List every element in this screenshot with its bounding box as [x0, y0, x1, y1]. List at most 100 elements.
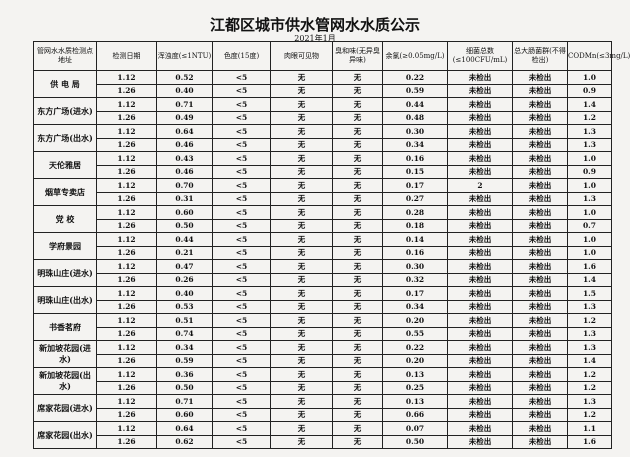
table-row: 1.26 0.74 <5 无无 0.55 未检出 未检出 1.3: [34, 326, 612, 341]
table-cell: 1.5: [567, 286, 612, 301]
table-cell: 无: [270, 259, 333, 274]
table-cell: <5: [212, 421, 271, 436]
table-row: 1.26 0.31 <5 无无 0.27 未检出 未检出 1.3: [34, 191, 612, 206]
table-cell: 1.4: [567, 353, 612, 368]
page-subtitle: 2021年1月: [294, 34, 336, 43]
table-cell: 1.4: [567, 97, 612, 112]
table-row: 书香茗府 1.12 0.51 <5 无无 0.20 未检出 未检出 1.2: [33, 313, 612, 341]
table-cell: <5: [212, 218, 271, 233]
table-cell: 0.31: [156, 191, 213, 206]
table-cell: 无: [332, 137, 383, 152]
table-cell: 0.28: [382, 205, 448, 220]
site-name: 明珠山庄(进水): [33, 259, 97, 287]
table-cell: 无: [332, 97, 383, 112]
table-cell: 未检出: [447, 313, 513, 328]
table-cell: <5: [212, 326, 271, 341]
table-cell: 0.7: [567, 218, 612, 233]
table-cell: 0.46: [156, 164, 213, 179]
table-cell: 0.14: [382, 232, 448, 247]
table-cell: 无: [332, 380, 383, 395]
table-cell: <5: [212, 286, 271, 301]
table-cell: 1.2: [567, 380, 612, 395]
column-header: 余氯(≥0.05mg/L): [382, 41, 448, 71]
table-row: 1.26 0.50 <5 无无 0.18 未检出 未检出 0.7: [34, 218, 612, 233]
table-cell: 未检出: [447, 367, 513, 382]
table-row: 党 校 1.12 0.60 <5 无无 0.28 未检出 未检出 1.0: [33, 205, 612, 233]
table-cell: 未检出: [447, 70, 513, 85]
table-cell: 未检出: [512, 205, 568, 220]
table-cell: 未检出: [512, 380, 568, 395]
table-cell: 未检出: [447, 191, 513, 206]
table-cell: 未检出: [512, 245, 568, 260]
table-cell: 1.1: [567, 421, 612, 436]
table-cell: 无: [270, 313, 333, 328]
table-cell: <5: [212, 164, 271, 179]
site-name: 明珠山庄(出水): [33, 286, 97, 314]
table-cell: 1.6: [567, 259, 612, 274]
table-cell: <5: [212, 353, 271, 368]
table-cell: 无: [270, 434, 333, 449]
table-cell: <5: [212, 313, 271, 328]
table-cell: <5: [212, 407, 271, 422]
table-cell: 1.0: [567, 178, 612, 193]
table-cell: 0.44: [156, 232, 213, 247]
table-cell: 未检出: [447, 232, 513, 247]
table-cell: 未检出: [512, 272, 568, 287]
table-cell: 0.36: [156, 367, 213, 382]
table-cell: 无: [332, 232, 383, 247]
table-cell: 1.3: [567, 326, 612, 341]
table-cell: 1.3: [567, 124, 612, 139]
table-cell: 0.20: [382, 313, 448, 328]
table-cell: 1.12: [96, 178, 157, 193]
table-cell: 0.52: [156, 70, 213, 85]
table-cell: <5: [212, 299, 271, 314]
table-cell: 0.49: [156, 110, 213, 125]
table-cell: 1.0: [567, 70, 612, 85]
site-name: 天伦雅居: [33, 151, 97, 179]
table-cell: 0.53: [156, 299, 213, 314]
table-cell: 1.3: [567, 340, 612, 355]
table-cell: 无: [270, 178, 333, 193]
site-name: 学府景园: [33, 232, 97, 260]
table-cell: 未检出: [512, 110, 568, 125]
table-cell: 无: [270, 245, 333, 260]
table-cell: 无: [270, 272, 333, 287]
table-cell: 0.66: [382, 407, 448, 422]
table-cell: 未检出: [447, 286, 513, 301]
table-cell: 无: [332, 407, 383, 422]
table-cell: 1.26: [96, 110, 157, 125]
site-name: 东方广场(进水): [33, 97, 97, 125]
table-cell: 1.26: [96, 299, 157, 314]
table-cell: 未检出: [512, 407, 568, 422]
table-cell: 未检出: [447, 421, 513, 436]
table-cell: 0.18: [382, 218, 448, 233]
table-cell: 1.0: [567, 205, 612, 220]
water-quality-table: 管网水水质检测点地址 检测日期 浑浊度(≤1NTU) 色度(15度) 肉眼可见物 臭和味(…: [33, 41, 630, 449]
table-cell: 0.48: [382, 110, 448, 125]
table-cell: 0.15: [382, 164, 448, 179]
table-cell: <5: [212, 434, 271, 449]
table-cell: 1.3: [567, 394, 612, 409]
table-cell: 0.50: [156, 218, 213, 233]
table-cell: 1.12: [96, 259, 157, 274]
table-cell: 1.3: [567, 299, 612, 314]
table-row: 烟草专卖店 1.12 0.70 <5 无无 0.17 2 未检出 1.0: [33, 178, 612, 206]
table-cell: 0.34: [156, 340, 213, 355]
table-cell: 未检出: [512, 313, 568, 328]
table-cell: 未检出: [447, 326, 513, 341]
table-cell: 0.46: [156, 137, 213, 152]
table-cell: 1.26: [96, 326, 157, 341]
table-row: 席家花园(出水) 1.12 0.64 <5 无无 0.07 未检出 未检出 1.1: [33, 421, 612, 449]
site-name: 席家花园(进水): [33, 394, 97, 422]
table-cell: 1.2: [567, 367, 612, 382]
table-cell: 1.12: [96, 286, 157, 301]
table-cell: 0.62: [156, 434, 213, 449]
table-cell: 0.51: [156, 313, 213, 328]
table-cell: 未检出: [447, 218, 513, 233]
table-cell: 1.26: [96, 218, 157, 233]
table-cell: 1.6: [567, 434, 612, 449]
site-name: 烟草专卖店: [33, 178, 97, 206]
column-header: 色度(15度): [212, 41, 271, 71]
table-cell: 未检出: [512, 137, 568, 152]
column-header: 检测日期: [96, 41, 157, 71]
